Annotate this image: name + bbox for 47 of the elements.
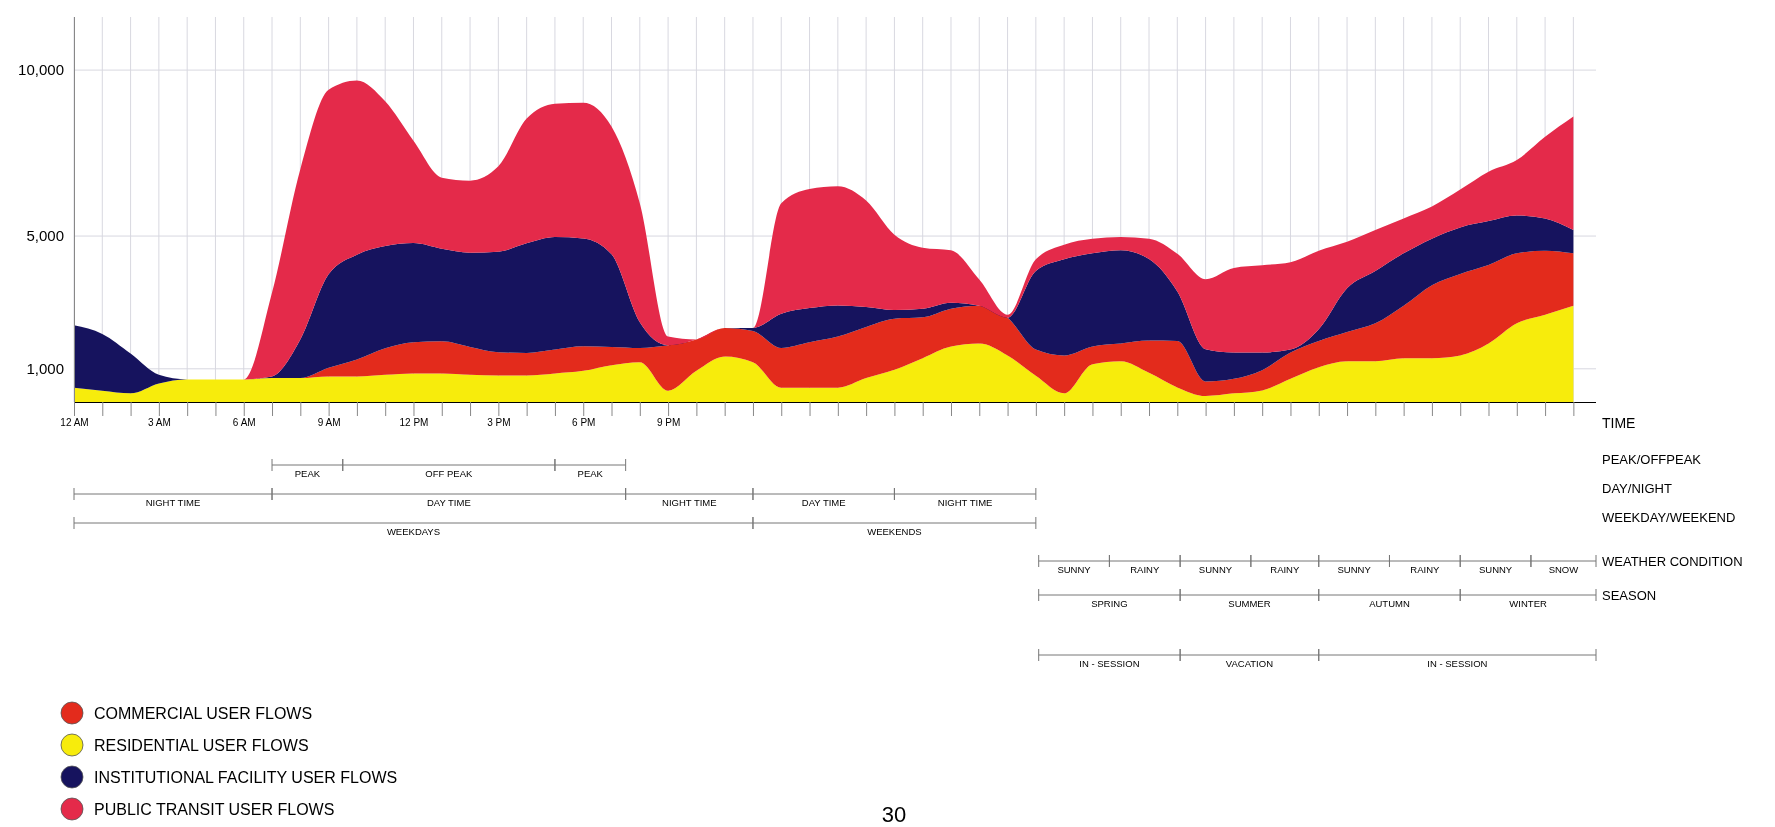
text: SNOW xyxy=(1548,564,1579,575)
text: WEEKDAYS xyxy=(386,526,441,537)
text: IN - SESSION xyxy=(1079,658,1140,669)
text: RAINY xyxy=(1130,564,1160,575)
text: SUNNY xyxy=(1478,564,1513,575)
text: SUNNY xyxy=(1198,564,1233,575)
text: 30 xyxy=(881,802,907,827)
x-tick-label: 3 PM xyxy=(487,417,511,429)
text: VACATION xyxy=(1225,658,1274,669)
x-tick-label: 12 AM xyxy=(60,417,89,429)
y-tick-label: 1,000 xyxy=(26,360,64,378)
text: SUNNY xyxy=(1337,564,1372,575)
text: WEEKENDS xyxy=(867,526,922,537)
x-tick-label: 3 AM xyxy=(147,417,171,429)
text: SUNNY xyxy=(1057,564,1092,575)
text: DAY/NIGHT xyxy=(1602,481,1672,496)
text: DAY TIME xyxy=(426,497,471,508)
text: IN - SESSION xyxy=(1427,658,1488,669)
text: WINTER xyxy=(1509,598,1547,609)
text: RAINY xyxy=(1410,564,1441,575)
legend-label: COMMERCIAL USER FLOWS xyxy=(94,705,313,722)
text: PEAK xyxy=(294,468,321,479)
y-tick-label: 10,000 xyxy=(18,61,64,79)
text: NIGHT TIME xyxy=(937,497,993,508)
x-tick-label: 6 AM xyxy=(232,417,256,429)
y-tick-label: 5,000 xyxy=(26,227,64,245)
legend-label: INSTITUTIONAL FACILITY USER FLOWS xyxy=(94,769,398,786)
text: WEATHER CONDITION xyxy=(1602,554,1743,569)
text: OFF PEAK xyxy=(425,468,473,479)
text: SEASON xyxy=(1602,588,1657,603)
x-axis-title: TIME xyxy=(1602,415,1636,431)
text: DAY TIME xyxy=(801,497,846,508)
text: PEAK xyxy=(577,468,604,479)
text: WEEKDAY/WEEKEND xyxy=(1602,510,1736,525)
text: PEAK/OFFPEAK xyxy=(1602,452,1702,467)
text: NIGHT TIME xyxy=(662,497,717,508)
x-tick-label: 9 PM xyxy=(656,417,681,429)
text: SPRING xyxy=(1091,598,1128,609)
text: SUMMER xyxy=(1228,598,1271,609)
text: RAINY xyxy=(1270,564,1300,575)
legend-label: PUBLIC TRANSIT USER FLOWS xyxy=(94,801,335,818)
x-tick-label: 6 PM xyxy=(572,417,596,429)
legend-label: RESIDENTIAL USER FLOWS xyxy=(94,737,309,754)
x-tick-label: 12 PM xyxy=(399,417,429,429)
x-tick-label: 9 AM xyxy=(317,417,341,429)
text: NIGHT TIME xyxy=(145,497,201,508)
text: AUTUMN xyxy=(1369,598,1410,609)
